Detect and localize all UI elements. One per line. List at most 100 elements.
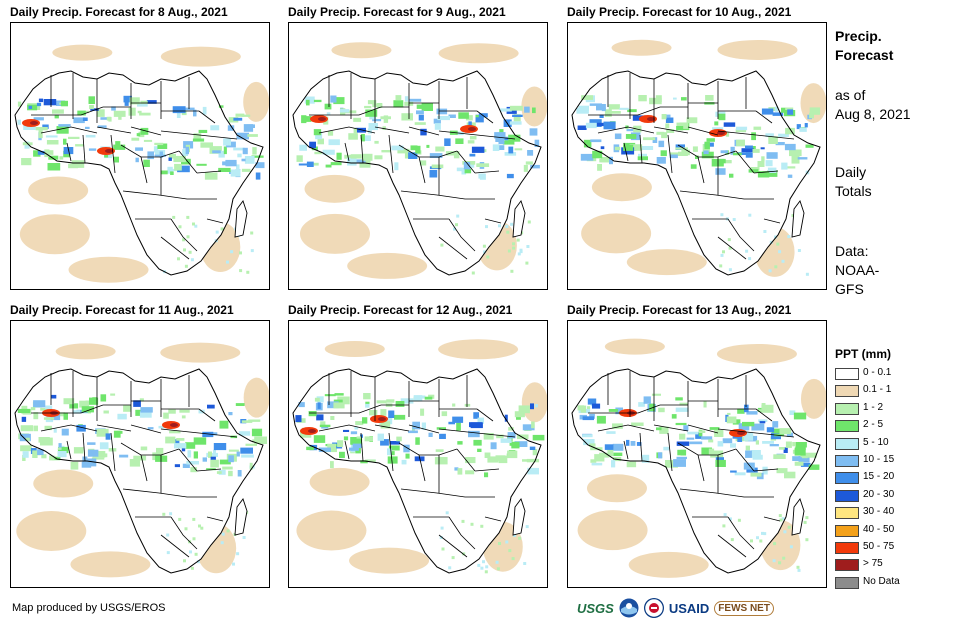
rain-cell — [509, 121, 522, 125]
country-border — [484, 218, 502, 224]
legend-swatch — [835, 472, 859, 485]
country-border — [753, 170, 779, 174]
rain-cell — [306, 446, 315, 451]
rain-cell — [170, 171, 174, 175]
rain-cell — [317, 402, 321, 409]
legend-label: 0.1 - 1 — [863, 384, 892, 396]
country-border — [476, 134, 516, 140]
panel-title-4: Daily Precip. Forecast for 11 Aug., 2021 — [10, 303, 234, 317]
rain-cell — [766, 152, 778, 159]
country-border — [170, 218, 198, 252]
dry-zone — [800, 378, 826, 419]
rain-cell — [768, 107, 779, 111]
rain-cell — [596, 104, 606, 111]
rain-cell — [445, 151, 458, 156]
country-border — [755, 432, 795, 438]
rain-cell — [643, 396, 651, 404]
rain-cell — [532, 434, 545, 441]
rain-cell — [210, 459, 219, 468]
rain-cell — [767, 167, 777, 173]
rain-cell — [448, 421, 455, 425]
forecast-map-4 — [10, 320, 270, 588]
country-border — [122, 488, 160, 494]
rain-cell — [183, 559, 186, 563]
rain-cell — [324, 103, 332, 110]
rain-cell — [361, 153, 373, 161]
dry-zone — [243, 81, 269, 122]
rain-cell — [768, 269, 772, 273]
rain-cell — [582, 416, 594, 421]
rain-cell — [513, 114, 521, 122]
rain-cell — [659, 426, 669, 434]
fews-net-logo: FEWS NET — [714, 600, 774, 616]
noaa-logo-icon — [619, 598, 639, 618]
rain-cell — [723, 122, 736, 127]
rain-cell — [498, 224, 501, 228]
rain-cell — [494, 132, 506, 139]
rain-cell — [135, 409, 144, 416]
rain-cell — [308, 411, 317, 417]
rain-cell — [428, 432, 433, 437]
precip-map — [289, 23, 547, 289]
country-border — [484, 516, 502, 522]
dry-zone — [581, 213, 652, 254]
country-border — [400, 488, 438, 494]
rain-cell — [487, 456, 499, 463]
rain-cell — [140, 100, 148, 104]
rain-cell — [76, 424, 86, 432]
rain-cell — [166, 533, 170, 537]
rain-cell — [389, 451, 395, 456]
rain-cell — [792, 442, 796, 447]
rain-cell — [313, 129, 322, 136]
country-border — [96, 126, 132, 134]
rain-cell — [137, 103, 148, 107]
rain-cell — [395, 401, 405, 407]
legend-label: 0 - 0.1 — [863, 367, 892, 378]
rain-cell — [242, 536, 246, 539]
rain-cell — [763, 532, 767, 536]
rain-cell — [655, 95, 662, 102]
rain-cell — [663, 446, 670, 451]
rain-cell — [192, 517, 196, 521]
rain-cell — [590, 139, 602, 143]
madagascar — [791, 200, 805, 238]
rain-cell — [530, 403, 534, 410]
rain-cell — [626, 129, 635, 132]
rain-cell — [245, 443, 257, 446]
rain-cell — [131, 137, 140, 141]
country-border — [388, 432, 394, 472]
country-border — [196, 170, 222, 174]
rain-cell — [585, 122, 597, 129]
precip-map — [11, 321, 269, 587]
rain-cell — [629, 144, 643, 151]
rain-cell — [608, 104, 620, 110]
rain-cell — [530, 164, 540, 169]
as-of-value: Aug 8, 2021 — [835, 106, 911, 122]
rain-cell — [75, 144, 84, 147]
rain-cell — [238, 431, 251, 436]
rain-cell — [40, 407, 52, 411]
rain-cell — [218, 167, 231, 172]
rain-cell — [299, 144, 307, 151]
country-border — [727, 516, 755, 550]
coastline — [292, 368, 542, 574]
dry-zone — [33, 469, 94, 498]
rain-cell — [627, 109, 637, 113]
rain-cell — [56, 126, 69, 134]
rain-cell — [695, 155, 699, 159]
rain-cell — [43, 99, 57, 106]
rain-cell — [415, 145, 421, 154]
rain-cell — [509, 105, 523, 111]
rain-cell — [309, 141, 316, 149]
country-border — [438, 130, 478, 136]
rain-cell — [182, 463, 190, 468]
rain-cell — [458, 112, 469, 119]
rain-cell — [41, 454, 47, 459]
country-border — [456, 150, 476, 174]
rain-cell — [783, 530, 787, 534]
rain-cell — [35, 127, 48, 131]
africa-land — [15, 369, 263, 573]
rain-cell — [485, 225, 488, 229]
rain-cell — [324, 394, 336, 397]
rain-cell — [736, 139, 745, 147]
